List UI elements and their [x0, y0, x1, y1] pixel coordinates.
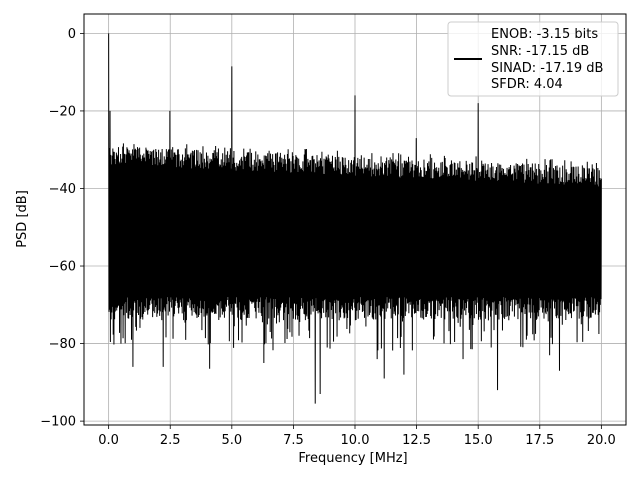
y-tick-label: −80: [49, 337, 76, 352]
y-tick-label: −20: [49, 104, 76, 119]
y-axis-label: PSD [dB]: [15, 190, 30, 248]
x-axis-ticks: 0.0 2.5 5.0 7.5 10.0 12.5 15.0 17.5 20.0: [98, 425, 616, 448]
x-tick-label: 12.5: [402, 433, 431, 448]
x-tick-label: 15.0: [464, 433, 493, 448]
legend: ENOB: -3.15 bits SNR: -17.15 dB SINAD: -…: [447, 21, 619, 97]
psd-series-line: [108, 33, 602, 404]
legend-entry-sinad: SINAD: -17.19 dB: [491, 61, 603, 76]
x-axis-label: Frequency [MHz]: [298, 451, 407, 466]
plot-area: [108, 33, 602, 404]
x-tick-label: 7.5: [283, 433, 304, 448]
y-tick-label: −40: [49, 182, 76, 197]
y-tick-label: −60: [49, 260, 76, 275]
x-tick-label: 20.0: [587, 433, 616, 448]
x-tick-label: 5.0: [221, 433, 242, 448]
legend-entry-sfdr: SFDR: 4.04: [491, 77, 563, 92]
x-tick-label: 0.0: [98, 433, 119, 448]
legend-entry-snr: SNR: -17.15 dB: [491, 44, 589, 59]
x-tick-label: 2.5: [160, 433, 181, 448]
x-tick-label: 10.0: [341, 433, 370, 448]
y-tick-label: 0: [68, 27, 76, 42]
y-axis-ticks: 0 −20 −40 −60 −80 −100: [40, 27, 84, 430]
legend-entry-enob: ENOB: -3.15 bits: [491, 27, 598, 42]
y-tick-label: −100: [40, 415, 76, 430]
x-tick-label: 17.5: [525, 433, 554, 448]
legend-box: [447, 21, 619, 97]
